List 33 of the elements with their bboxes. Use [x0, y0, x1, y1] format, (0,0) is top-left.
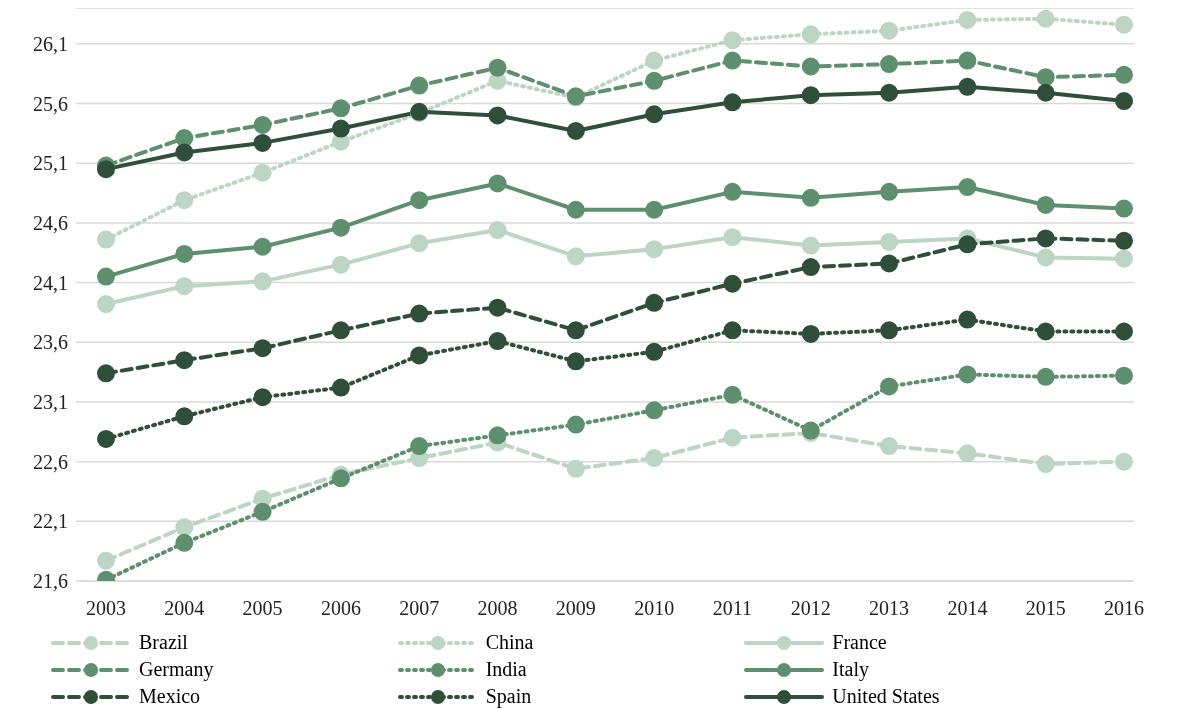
x-tick-label: 2015	[1025, 597, 1066, 620]
legend-label: Mexico	[139, 685, 201, 708]
x-tick-label: 2010	[634, 597, 675, 620]
x-tick-label: 2013	[869, 597, 910, 620]
x-tick-label: 2009	[555, 597, 596, 620]
x-tick-label: 2006	[320, 597, 361, 620]
legend-label: France	[832, 631, 887, 654]
y-tick-label: 22,1	[33, 510, 68, 533]
legend-label: Brazil	[139, 631, 188, 654]
x-tick-label: 2011	[712, 597, 753, 620]
y-tick-label: 24,1	[33, 271, 68, 294]
legend-label: India	[485, 658, 527, 681]
y-tick-label: 26,1	[33, 32, 68, 55]
x-tick-label: 2016	[1104, 597, 1144, 620]
y-tick-label: 23,6	[33, 331, 68, 354]
y-tick-label: 21,6	[33, 570, 68, 593]
legend-label: United States	[832, 685, 940, 708]
legend-label: Italy	[832, 658, 869, 681]
x-tick-label: 2007	[399, 597, 440, 620]
y-tick-label: 25,1	[33, 152, 68, 175]
legend-label: China	[485, 631, 534, 654]
legend-label: Spain	[485, 685, 532, 708]
x-tick-label: 2014	[947, 597, 988, 620]
legend-label: Germany	[139, 658, 214, 681]
y-tick-label: 22,6	[33, 450, 68, 473]
y-tick-label: 23,1	[33, 391, 68, 414]
y-tick-label: 25,6	[33, 92, 68, 115]
x-tick-label: 2005	[242, 597, 283, 620]
y-tick-label: 24,6	[33, 211, 68, 234]
x-tick-label: 2003	[86, 597, 126, 620]
x-tick-label: 2012	[790, 597, 831, 620]
x-tick-label: 2008	[477, 597, 518, 620]
x-tick-label: 2004	[164, 597, 205, 620]
